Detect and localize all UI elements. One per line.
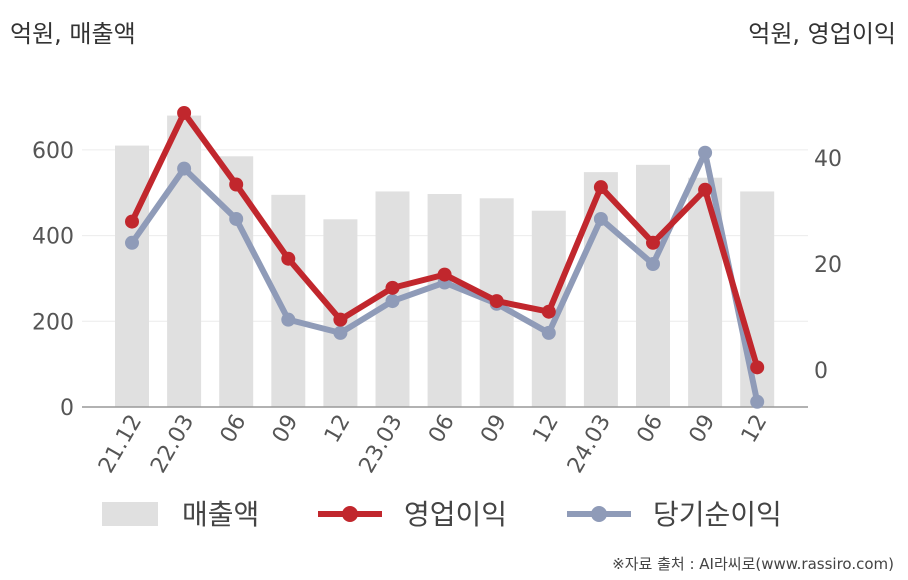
legend-label-매출액: 매출액	[182, 498, 259, 531]
당기순이익-point-0	[125, 235, 139, 250]
revenue-bar-06-10	[636, 164, 670, 407]
x-tick-0: 21.12	[94, 411, 147, 478]
x-tick-1: 22.03	[146, 411, 199, 478]
영업이익-point-3	[281, 251, 296, 266]
당기순이익-point-9	[593, 211, 608, 226]
당기순이익-point-8	[541, 325, 556, 340]
left-tick-400: 400	[32, 225, 74, 250]
x-tick-2: 06	[216, 411, 252, 448]
당기순이익-point-1	[177, 161, 192, 176]
x-tick-10: 06	[633, 411, 669, 448]
영업이익-point-10	[646, 235, 660, 250]
영업이익-point-7	[489, 294, 504, 309]
left-axis-ticks: 0 200 400 600	[32, 139, 74, 421]
revenue-bar-21.12-0	[115, 145, 149, 408]
revenue-bar-06-2	[219, 156, 254, 407]
right-tick-0: 0	[814, 359, 828, 384]
영업이익-point-12	[750, 360, 765, 375]
legend-label-당기순이익: 당기순이익	[653, 498, 782, 531]
x-tick-8: 12	[528, 411, 564, 448]
chart-legend: 매출액 영업이익 당기순이익	[102, 498, 782, 531]
x-tick-5: 23.03	[355, 411, 408, 478]
left-tick-200: 200	[32, 310, 74, 335]
영업이익-point-6	[437, 267, 452, 282]
영업이익-point-2	[229, 177, 244, 192]
영업이익-point-0	[125, 214, 139, 229]
영업이익-point-4	[333, 312, 348, 327]
revenue-bar-06-6	[427, 194, 462, 407]
당기순이익-point-10	[646, 257, 660, 271]
당기순이익-point-2	[229, 211, 244, 226]
legend-marker-당기순이익	[591, 506, 607, 522]
당기순이익-point-11	[698, 145, 713, 160]
x-tick-9: 24.03	[563, 411, 616, 478]
profit-lines	[125, 105, 765, 409]
영업이익-point-11	[698, 182, 713, 197]
legend-marker-영업이익	[342, 506, 358, 522]
영업이익-point-8	[541, 304, 556, 319]
영업이익-point-5	[385, 280, 400, 295]
x-tick-11: 09	[685, 411, 721, 448]
x-tick-3: 09	[268, 411, 304, 448]
당기순이익-point-3	[281, 312, 296, 327]
right-axis-ticks: 0 20 40	[814, 147, 842, 384]
x-tick-4: 12	[320, 411, 356, 448]
left-tick-0: 0	[60, 396, 74, 421]
x-tick-6: 06	[424, 411, 460, 448]
영업이익-point-1	[177, 105, 192, 120]
revenue-bar-24.03-9	[583, 172, 618, 407]
revenue-bar-12-12	[740, 191, 775, 407]
revenue-bar-22.03-1	[167, 115, 202, 408]
left-tick-600: 600	[32, 139, 74, 164]
당기순이익-point-4	[333, 325, 348, 340]
right-tick-20: 20	[814, 253, 842, 278]
당기순이익-point-12	[750, 394, 765, 409]
x-tick-12: 12	[737, 411, 773, 448]
source-note: ※자료 출처 : AI라씨로(www.rassiro.com)	[612, 555, 894, 573]
revenue-bars	[115, 115, 775, 408]
영업이익-point-9	[593, 180, 608, 195]
x-tick-7: 09	[476, 411, 512, 448]
right-tick-40: 40	[814, 147, 842, 172]
legend-label-영업이익: 영업이익	[404, 498, 507, 531]
left-axis-unit: 억원, 매출액	[10, 20, 136, 48]
legend-swatch-매출액	[102, 502, 158, 526]
당기순이익-point-5	[385, 294, 400, 309]
right-axis-unit: 억원, 영업이익	[748, 20, 896, 48]
